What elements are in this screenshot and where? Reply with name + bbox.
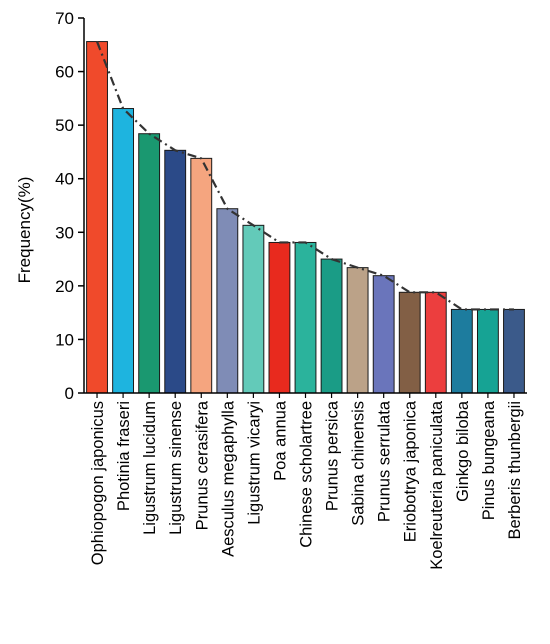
x-tick-label: Chinese scholartree xyxy=(298,401,316,548)
bar xyxy=(450,308,473,394)
x-tick-label: Prunus persica xyxy=(324,400,342,511)
y-tick-label: 50 xyxy=(55,116,74,135)
x-tick-label: Photinia fraseri xyxy=(115,401,133,511)
bar xyxy=(372,275,395,394)
y-tick-label: 20 xyxy=(55,277,74,296)
x-tick-label: Ophiopogon japonicus xyxy=(89,401,107,565)
y-tick-label: 0 xyxy=(65,384,74,403)
bar xyxy=(216,208,239,394)
x-tick-label: Ginkgo biloba xyxy=(454,400,472,502)
y-tick-label: 70 xyxy=(55,9,74,28)
x-tick-label: Prunus serrulata xyxy=(376,400,394,522)
bar xyxy=(503,308,525,394)
bar xyxy=(190,157,213,394)
bar xyxy=(164,149,187,394)
bar xyxy=(424,291,447,394)
x-tick-label: Eriobotrya japonica xyxy=(402,400,420,542)
y-axis-title: Frequency(%) xyxy=(15,177,34,284)
bar xyxy=(398,291,421,394)
x-tick-label: Sabina chinensis xyxy=(350,401,368,526)
bars-group xyxy=(86,41,525,394)
x-tick-label: Berberis thunbergii xyxy=(506,401,524,540)
bar xyxy=(242,224,265,394)
x-tick-label: Pinus bungeana xyxy=(480,400,498,520)
trend-line-group xyxy=(96,41,514,311)
x-tick-label: Prunus cerasifera xyxy=(193,400,211,530)
y-ticks-group: 0 10 20 30 40 50 60 70 xyxy=(55,9,84,403)
bar xyxy=(476,308,499,394)
bar xyxy=(138,133,161,394)
bar xyxy=(112,108,135,394)
x-tick-label: Aesculus megaphylla xyxy=(219,400,237,557)
bar xyxy=(268,241,291,394)
y-tick-label: 60 xyxy=(55,63,74,82)
bar xyxy=(320,258,343,394)
x-labels-group: Ophiopogon japonicus Photinia fraseri Ligu… xyxy=(89,393,524,570)
x-tick-label: Poa annua xyxy=(271,400,289,481)
bar xyxy=(294,241,317,394)
y-tick-label: 10 xyxy=(55,330,74,349)
x-tick-label: Ligustrum vicaryi xyxy=(245,401,263,525)
y-tick-label: 30 xyxy=(55,223,74,242)
bar xyxy=(346,267,369,394)
x-tick-label: Ligustrum lucidum xyxy=(141,401,159,535)
x-tick-label: Koelreuteria paniculata xyxy=(428,400,446,570)
y-tick-label: 40 xyxy=(55,170,74,189)
x-tick-label: Ligustrum sinense xyxy=(167,401,185,535)
trend-line xyxy=(96,41,514,311)
bar xyxy=(86,41,108,394)
